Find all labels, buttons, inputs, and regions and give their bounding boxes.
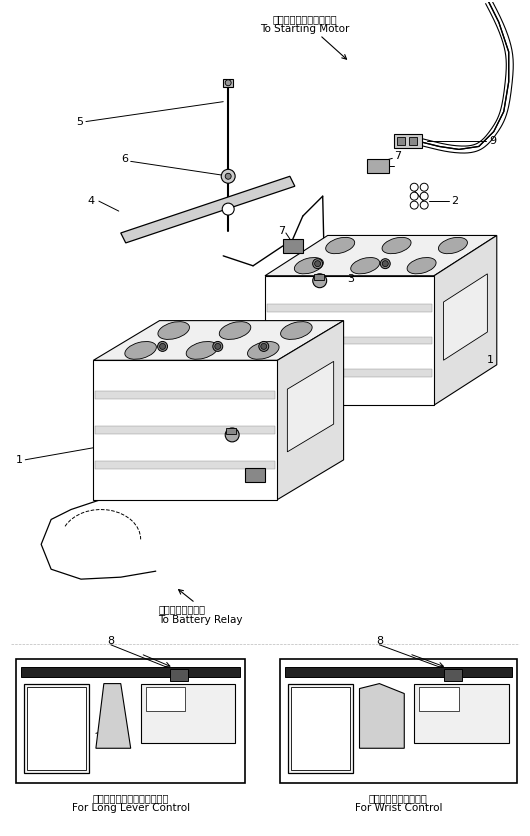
Bar — [171, 669, 188, 681]
Bar — [285, 666, 511, 676]
Bar — [291, 686, 350, 770]
Text: スターティングモータへ: スターティングモータへ — [272, 14, 337, 24]
Text: 7: 7 — [245, 492, 252, 502]
Polygon shape — [287, 361, 334, 451]
Circle shape — [221, 170, 235, 183]
Ellipse shape — [248, 342, 279, 359]
Bar — [419, 686, 459, 711]
Circle shape — [420, 201, 428, 209]
Bar — [245, 467, 265, 482]
Bar — [283, 239, 303, 252]
Bar — [367, 160, 390, 173]
Circle shape — [410, 192, 418, 200]
Bar — [398, 137, 405, 145]
Text: リストコントロール用: リストコントロール用 — [369, 793, 428, 803]
Ellipse shape — [125, 342, 156, 359]
Bar — [444, 669, 462, 681]
Polygon shape — [93, 321, 343, 360]
Ellipse shape — [186, 342, 218, 359]
Text: 1: 1 — [16, 455, 23, 465]
Text: To Starting Motor: To Starting Motor — [260, 24, 349, 34]
Ellipse shape — [382, 237, 411, 253]
Bar — [288, 684, 352, 773]
Polygon shape — [121, 176, 295, 243]
Polygon shape — [265, 276, 434, 405]
Circle shape — [215, 344, 221, 349]
Polygon shape — [444, 274, 488, 360]
Bar — [280, 659, 517, 783]
Text: To Battery Relay: To Battery Relay — [158, 615, 243, 625]
Circle shape — [315, 261, 321, 267]
Text: 1: 1 — [487, 355, 494, 365]
Circle shape — [410, 201, 418, 209]
Text: バッテリリレーへ: バッテリリレーへ — [158, 604, 206, 614]
Circle shape — [420, 192, 428, 200]
Bar — [409, 137, 417, 145]
Bar — [314, 273, 324, 280]
Circle shape — [259, 341, 269, 351]
Circle shape — [213, 341, 223, 351]
Polygon shape — [93, 360, 277, 500]
Ellipse shape — [351, 257, 379, 274]
Circle shape — [225, 79, 231, 86]
Circle shape — [225, 173, 231, 179]
Text: ロングレバーコントロール用: ロングレバーコントロール用 — [93, 793, 169, 803]
Bar — [223, 79, 233, 87]
Polygon shape — [277, 321, 343, 500]
Text: 7: 7 — [394, 151, 401, 161]
Text: 8: 8 — [376, 636, 383, 646]
Ellipse shape — [325, 237, 355, 253]
Polygon shape — [265, 236, 497, 276]
Bar — [95, 461, 276, 469]
Bar — [16, 659, 245, 783]
Bar — [146, 686, 185, 711]
Bar — [394, 135, 422, 149]
Text: 5: 5 — [76, 116, 83, 126]
Bar — [267, 304, 432, 312]
Circle shape — [225, 428, 239, 442]
Ellipse shape — [294, 257, 323, 274]
Circle shape — [222, 203, 234, 215]
Text: For Wrist Control: For Wrist Control — [355, 803, 442, 813]
Ellipse shape — [158, 322, 189, 339]
Text: 2: 2 — [451, 196, 458, 206]
Bar — [267, 337, 432, 344]
Ellipse shape — [438, 237, 467, 253]
Text: 9: 9 — [489, 136, 496, 146]
Text: 7: 7 — [278, 226, 285, 236]
Circle shape — [313, 258, 323, 268]
Text: For Long Lever Control: For Long Lever Control — [72, 803, 190, 813]
Circle shape — [313, 273, 326, 288]
Text: 8: 8 — [107, 636, 114, 646]
Text: 4: 4 — [88, 196, 95, 206]
Ellipse shape — [280, 322, 312, 339]
Bar — [24, 684, 89, 773]
Circle shape — [261, 344, 267, 349]
Text: 3: 3 — [248, 455, 255, 465]
Polygon shape — [359, 684, 404, 748]
Circle shape — [420, 183, 428, 191]
Circle shape — [381, 258, 390, 268]
Bar — [226, 428, 236, 434]
Ellipse shape — [407, 257, 436, 274]
Bar — [267, 369, 432, 377]
Polygon shape — [96, 684, 131, 748]
Text: 3: 3 — [348, 273, 355, 283]
Bar — [414, 684, 509, 743]
Bar — [27, 686, 86, 770]
Circle shape — [160, 344, 165, 349]
Bar — [95, 391, 276, 400]
Circle shape — [382, 261, 388, 267]
Text: 6: 6 — [121, 155, 128, 165]
Circle shape — [157, 341, 167, 351]
Ellipse shape — [219, 322, 251, 339]
Bar — [21, 666, 240, 676]
Bar — [95, 426, 276, 434]
Circle shape — [410, 183, 418, 191]
Polygon shape — [434, 236, 497, 405]
Bar — [140, 684, 235, 743]
